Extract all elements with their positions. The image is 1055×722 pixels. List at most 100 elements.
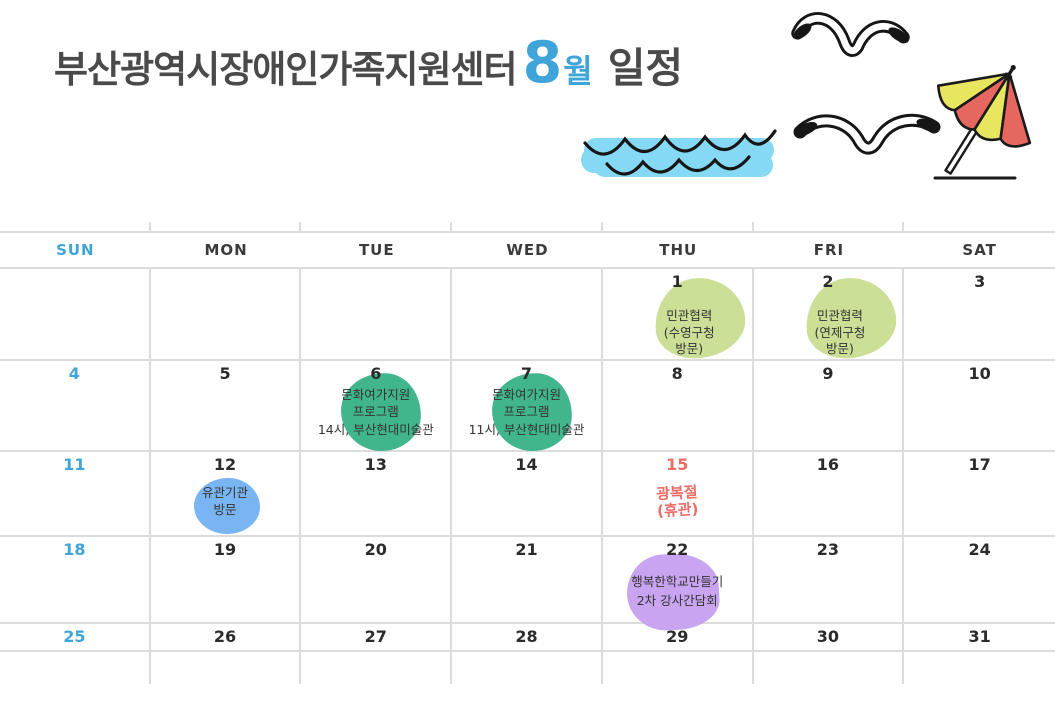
- day-number: [301, 269, 450, 272]
- day-number: 22: [666, 540, 689, 559]
- day-number: 3: [974, 272, 986, 291]
- event-line: 행복한학교만들기: [631, 574, 724, 589]
- empty-grid-row: [0, 652, 1055, 684]
- event-happy-school-meeting: 행복한학교만들기 2차 강사간담회: [603, 573, 752, 611]
- weekday-label-thu: THU: [659, 241, 698, 259]
- event-line: 11시, 부산현대미술관: [468, 421, 585, 437]
- event-line: (수영구청: [663, 324, 715, 340]
- day-cell: 10: [904, 361, 1055, 450]
- day-number: 28: [515, 627, 538, 646]
- weekday-label-sun: SUN: [56, 241, 95, 259]
- day-cell: [452, 269, 603, 359]
- day-cell: 14: [452, 452, 603, 535]
- day-number: 24: [968, 540, 991, 559]
- day-number: 27: [364, 627, 387, 646]
- calendar-grid: SUN MON TUE WED THU FRI SAT 1 민관협력 (수영구청…: [0, 222, 1055, 684]
- event-line: 프로그램: [352, 404, 399, 420]
- day-cell-aug12: 12 유관기관 방문: [151, 452, 302, 535]
- event-culture-program-11: 문화여가지원 프로그램 11시, 부산현대미술관: [452, 386, 601, 438]
- day-number: 15: [666, 455, 689, 474]
- day-cell: 8: [603, 361, 754, 450]
- week-row: 18 19 20 21 22 행복한학교만들기 2차 강사간담회 23 24: [0, 537, 1055, 633]
- day-cell: 23: [754, 537, 905, 622]
- week-row: 4 5 6 문화여가지원 프로그램 14시, 부산현대미술관 7 문화여가지원 …: [0, 361, 1055, 454]
- day-number: 31: [968, 627, 991, 646]
- day-cell: 5: [151, 361, 302, 450]
- day-cell: [151, 269, 302, 359]
- day-number: 14: [515, 455, 538, 474]
- day-cell: 30: [754, 624, 905, 650]
- day-cell: 25: [0, 624, 151, 650]
- day-number: 12: [213, 455, 237, 474]
- day-number: 26: [213, 627, 237, 646]
- event-line: 문화여가지원: [491, 387, 561, 402]
- day-number: 19: [213, 540, 237, 559]
- day-cell: 31: [904, 624, 1055, 650]
- event-culture-program-14: 문화여가지원 프로그램 14시, 부산현대미술관: [301, 386, 450, 438]
- day-number: 13: [364, 455, 387, 474]
- event-line: 방문): [825, 341, 854, 357]
- grid-top-ticks: [0, 222, 1055, 231]
- day-cell-aug15: 15 광복절 (휴관): [603, 452, 754, 535]
- week-row: 25 26 27 28 29 30 31: [0, 624, 1055, 652]
- day-cell-aug22: 22 행복한학교만들기 2차 강사간담회: [603, 537, 754, 633]
- wave-icon: [581, 129, 777, 177]
- page-title: 부산광역시장애인가족지원센터 8 월 일정: [54, 34, 683, 94]
- day-number: 1: [671, 272, 683, 291]
- event-line: 민관협력: [816, 308, 863, 323]
- beach-umbrella-icon: [933, 65, 1032, 180]
- day-number: 6: [370, 364, 382, 383]
- day-cell: 21: [452, 537, 603, 622]
- event-line: 유관기관: [202, 485, 249, 500]
- weekday-label-wed: WED: [506, 241, 549, 259]
- day-cell: 19: [151, 537, 302, 622]
- event-line: (연제구청: [814, 324, 866, 340]
- event-liberation-day-closed: 광복절 (휴관): [602, 481, 752, 523]
- day-cell: 13: [301, 452, 453, 535]
- weekday-label-tue: TUE: [358, 241, 395, 259]
- event-public-private-yeonje: 민관협력 (연제구청 방문): [754, 308, 903, 358]
- day-number: 16: [816, 455, 840, 474]
- event-line: 문화여가지원: [341, 387, 411, 402]
- day-cell: 27: [301, 624, 453, 650]
- seagull-icon: [791, 12, 910, 57]
- day-number: 18: [63, 540, 86, 559]
- day-cell: 24: [904, 537, 1055, 622]
- seagull-icon: [793, 113, 941, 155]
- day-number: 29: [666, 627, 689, 646]
- day-cell: 20: [301, 537, 453, 622]
- day-cell: 26: [151, 624, 302, 650]
- day-cell: 29: [603, 624, 754, 650]
- day-number: 23: [816, 540, 840, 559]
- day-number: 25: [63, 627, 86, 646]
- day-number: 10: [968, 364, 991, 383]
- day-number: 11: [63, 455, 86, 474]
- day-cell: 28: [452, 624, 603, 650]
- event-line: 민관협력: [666, 308, 713, 323]
- day-number: 30: [816, 627, 840, 646]
- day-number: 4: [68, 364, 80, 383]
- event-highlight-blob: [193, 478, 260, 534]
- event-line: 14시, 부산현대미술관: [317, 421, 434, 437]
- event-line: 방문: [213, 501, 237, 517]
- day-number: 5: [219, 364, 231, 383]
- day-cell-aug1: 1 민관협력 (수영구청 방문): [603, 269, 754, 362]
- day-cell: 18: [0, 537, 151, 622]
- day-number: 8: [671, 364, 683, 383]
- week-row: 1 민관협력 (수영구청 방문) 2 민관협력 (연제구청 방문) 3: [0, 269, 1055, 362]
- day-number: 21: [515, 540, 538, 559]
- day-cell: 3: [904, 269, 1055, 359]
- event-public-private-suyeong: 민관협력 (수영구청 방문): [603, 308, 752, 358]
- weekday-header-row: SUN MON TUE WED THU FRI SAT: [0, 231, 1055, 269]
- title-month-unit: 월: [563, 52, 593, 90]
- day-cell: 11: [0, 452, 151, 535]
- event-related-agency-visit: 유관기관 방문: [151, 485, 300, 518]
- week-row: 11 12 유관기관 방문 13 14 15 광복절 (휴관) 16 17: [0, 452, 1055, 537]
- day-number: 20: [364, 540, 387, 559]
- title-month-number: 8: [522, 30, 563, 96]
- event-line: 방문): [675, 341, 704, 357]
- day-number: 17: [968, 455, 991, 474]
- day-cell: [301, 269, 453, 359]
- day-number: 7: [520, 364, 533, 383]
- event-line: 프로그램: [503, 404, 550, 420]
